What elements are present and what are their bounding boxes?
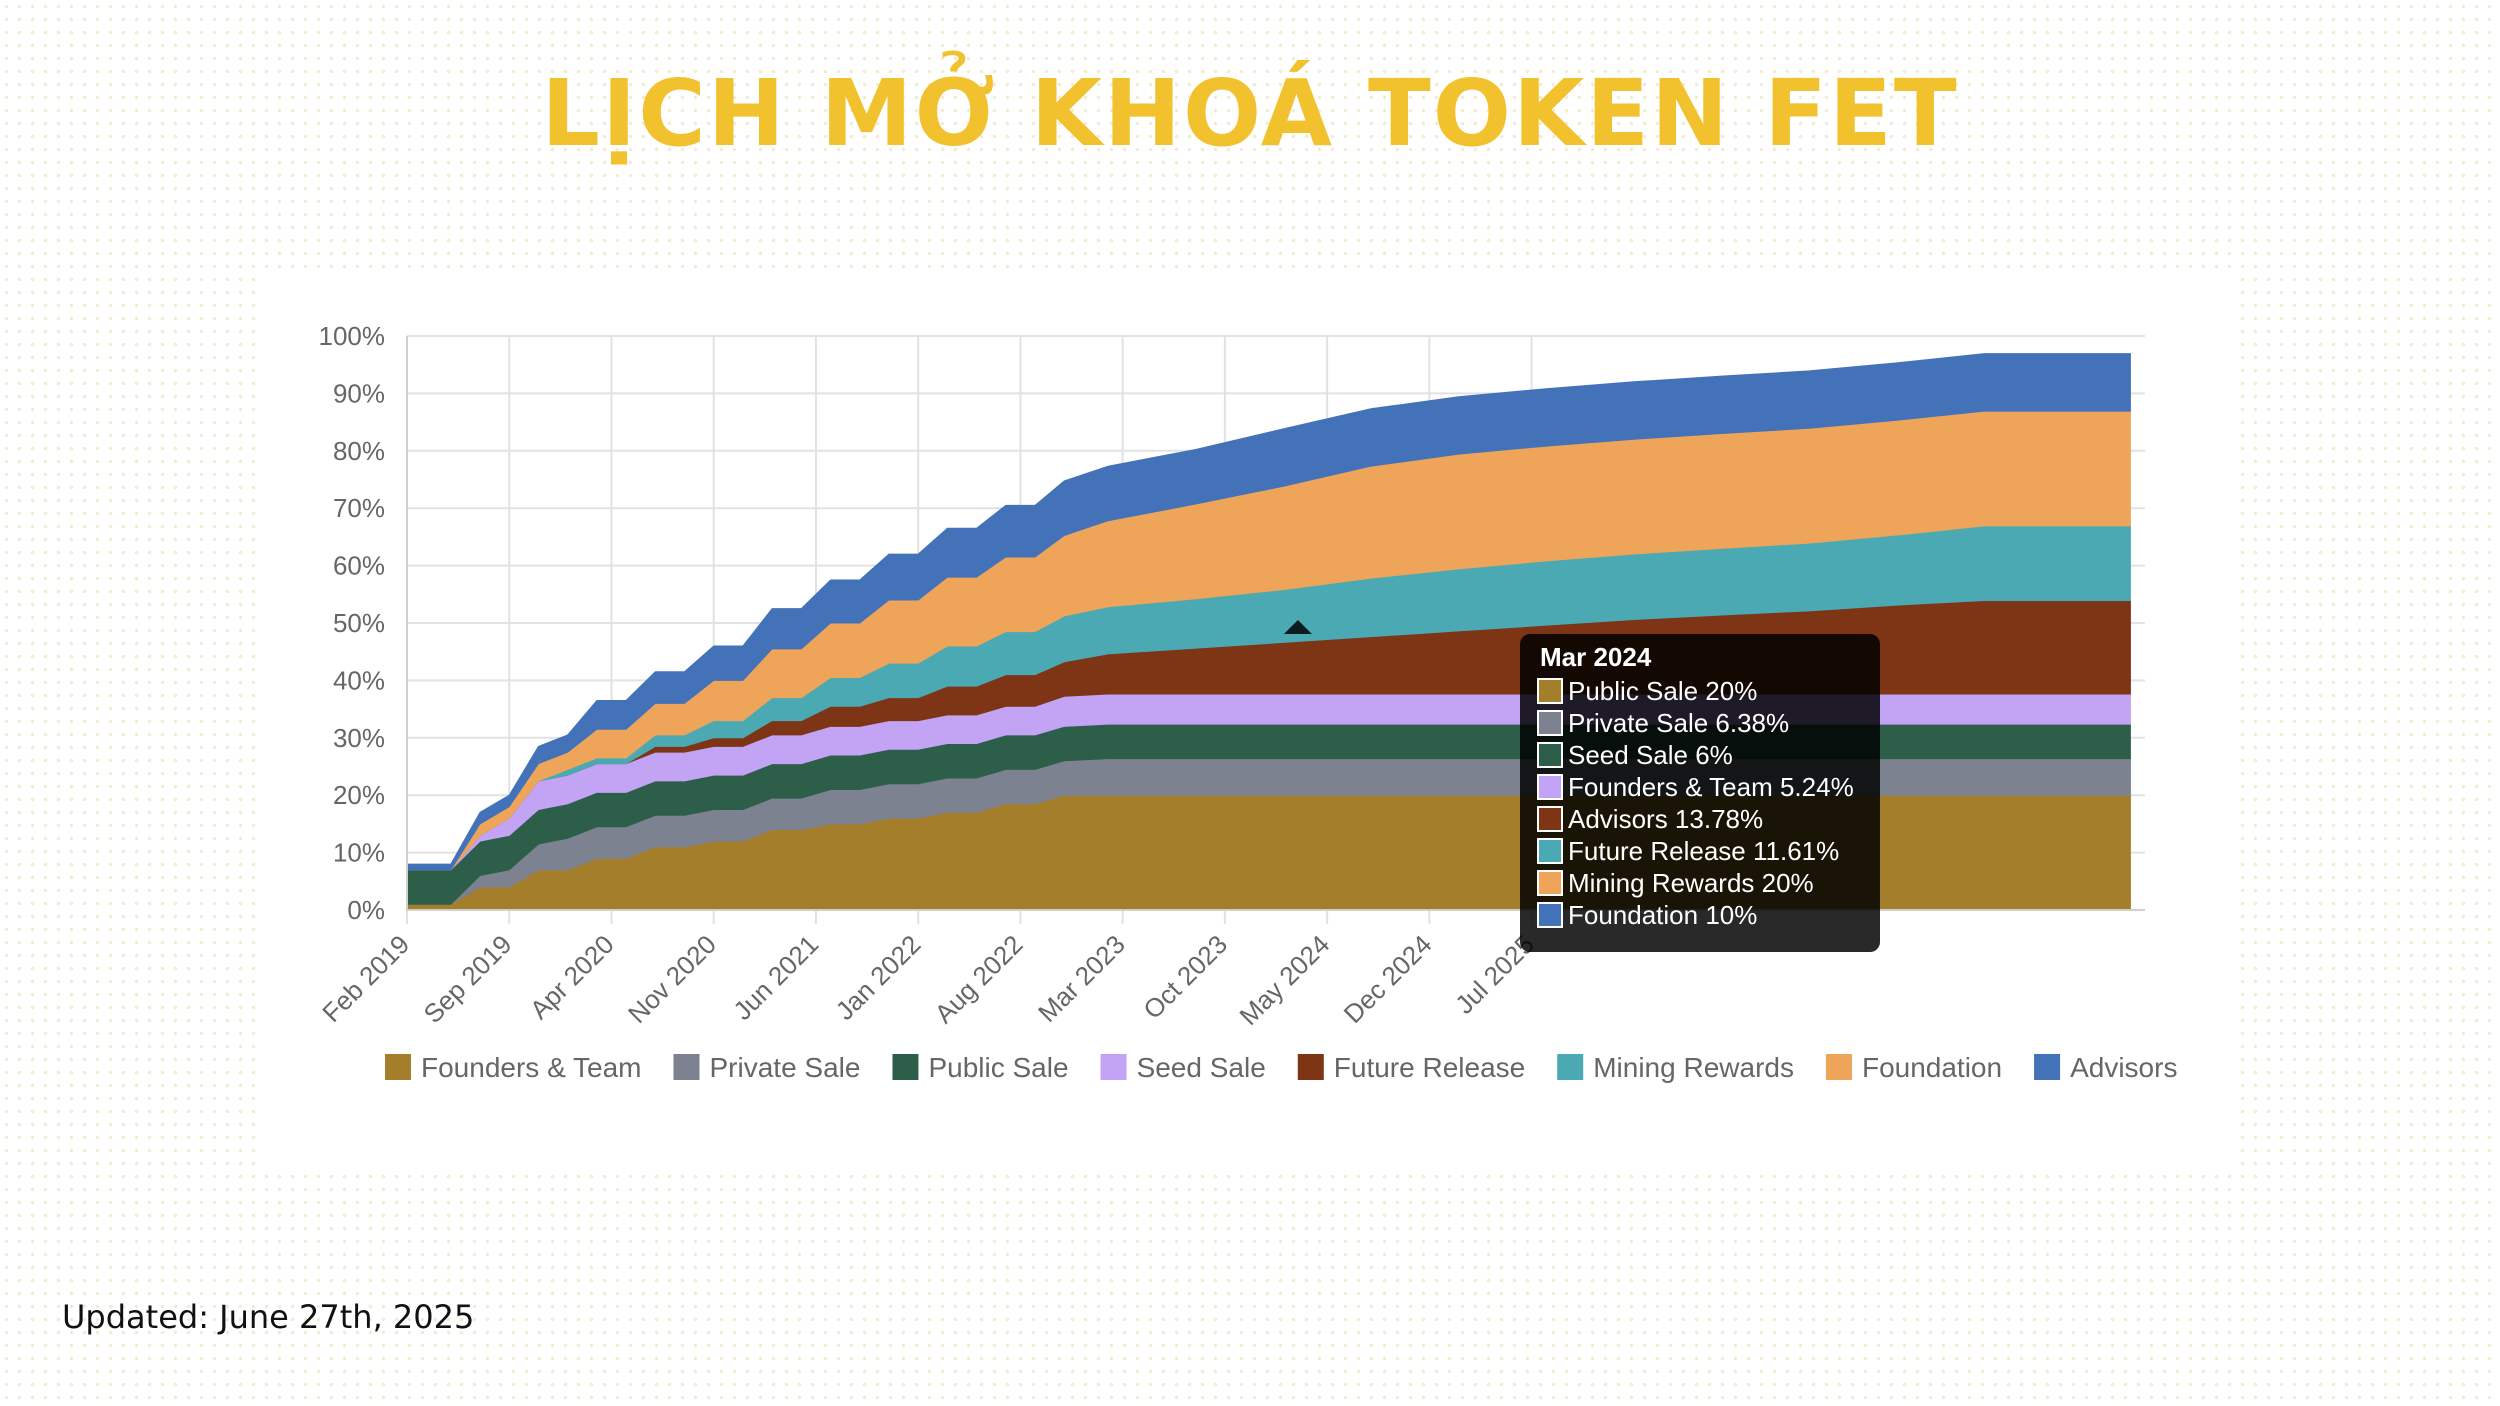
tooltip-item: Mining Rewards 20% xyxy=(1568,868,1814,898)
legend-swatch xyxy=(892,1054,919,1080)
x-tick-label: Dec 2024 xyxy=(1338,929,1438,1029)
x-tick-label: Sep 2019 xyxy=(418,929,518,1029)
legend-swatch xyxy=(1557,1054,1584,1080)
legend-label[interactable]: Founders & Team xyxy=(421,1052,642,1083)
legend-label[interactable]: Public Sale xyxy=(928,1052,1068,1083)
x-tick-label: Jan 2022 xyxy=(830,929,927,1026)
y-tick-label: 10% xyxy=(333,838,385,868)
tooltip-item: Private Sale 6.38% xyxy=(1568,708,1789,738)
tooltip-item: Founders & Team 5.24% xyxy=(1568,772,1854,802)
y-tick-label: 80% xyxy=(333,436,385,466)
tooltip-item: Public Sale 20% xyxy=(1568,676,1757,706)
x-tick-label: Nov 2020 xyxy=(622,929,722,1029)
x-tick-label: Feb 2019 xyxy=(316,929,415,1028)
legend-label[interactable]: Private Sale xyxy=(710,1052,861,1083)
legend-swatch xyxy=(1825,1054,1852,1080)
updated-date: Updated: June 27th, 2025 xyxy=(62,1298,475,1336)
tooltip-swatch xyxy=(1537,742,1563,768)
x-tick-label: Jun 2021 xyxy=(727,929,824,1026)
legend-swatch xyxy=(2034,1054,2061,1080)
tooltip-swatch xyxy=(1537,774,1563,800)
tooltip-swatch xyxy=(1537,902,1563,928)
chart-panel: 0% 10% 20% 30% 40% 50% 60% 70% 80% 90% 100% Feb 201… xyxy=(260,270,2240,1170)
y-tick-label: 100% xyxy=(319,321,386,351)
y-tick-label: 20% xyxy=(333,780,385,810)
tooltip-caret xyxy=(1283,620,1312,634)
x-tick-label: May 2024 xyxy=(1233,929,1335,1031)
legend-swatch xyxy=(673,1054,700,1080)
x-tick-label: Oct 2023 xyxy=(1137,929,1233,1025)
y-tick-label: 60% xyxy=(333,551,385,581)
y-tick-label: 0% xyxy=(347,895,385,925)
tooltip-item: Seed Sale 6% xyxy=(1568,740,1733,770)
legend-label[interactable]: Advisors xyxy=(2070,1052,2177,1083)
legend-label[interactable]: Foundation xyxy=(1862,1052,2002,1083)
tooltip-box xyxy=(1520,634,1880,952)
tooltip-item: Advisors 13.78% xyxy=(1568,804,1763,834)
tooltip-item: Future Release 11.61% xyxy=(1568,836,1839,866)
tooltip-swatch xyxy=(1537,678,1563,704)
legend-label[interactable]: Seed Sale xyxy=(1137,1052,1266,1083)
y-tick-label: 40% xyxy=(333,665,385,695)
legend-swatch xyxy=(1297,1054,1324,1080)
x-tick-label: Apr 2020 xyxy=(524,929,620,1025)
tooltip-swatch xyxy=(1537,838,1563,864)
y-tick-label: 30% xyxy=(333,723,385,753)
x-tick-label: Mar 2023 xyxy=(1032,929,1131,1028)
tooltip-item: Foundation 10% xyxy=(1568,900,1757,930)
tooltip-title: Mar 2024 xyxy=(1540,642,1652,672)
legend-label[interactable]: Future Release xyxy=(1334,1052,1525,1083)
y-tick-label: 70% xyxy=(333,493,385,523)
legend-swatch xyxy=(385,1054,411,1080)
legend-swatch xyxy=(1100,1054,1127,1080)
x-tick-label: Aug 2022 xyxy=(929,929,1029,1029)
page-title: LỊCH MỞ KHOÁ TOKEN FET xyxy=(541,60,1959,167)
tooltip-swatch xyxy=(1537,870,1563,896)
stacked-area-chart[interactable]: 0% 10% 20% 30% 40% 50% 60% 70% 80% 90% 100% Feb 201… xyxy=(260,270,2240,1170)
area-advisors[interactable] xyxy=(406,353,2131,871)
tooltip-swatch xyxy=(1537,806,1563,832)
y-tick-label: 50% xyxy=(333,608,385,638)
legend-label[interactable]: Mining Rewards xyxy=(1593,1052,1794,1083)
y-tick-label: 90% xyxy=(333,378,385,408)
tooltip-swatch xyxy=(1537,710,1563,736)
